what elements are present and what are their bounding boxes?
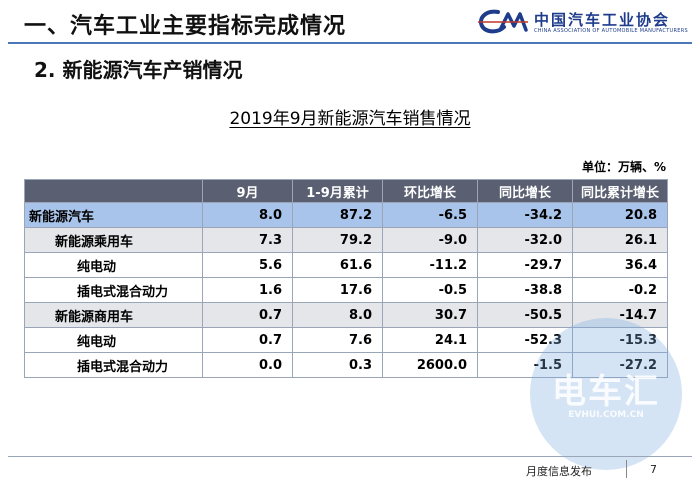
value-cell: 20.8: [572, 202, 668, 228]
table-title: 2019年9月新能源汽车销售情况: [229, 109, 471, 129]
footer-text: 月度信息发布: [526, 465, 592, 478]
footer-divider: [8, 456, 692, 457]
watermark-text: 电车汇: [552, 372, 660, 412]
value-cell: -0.5: [382, 277, 478, 303]
value-cell: 7.3: [202, 227, 293, 253]
watermark-badge: 电车汇 EVHUI.COM.CN: [530, 318, 682, 470]
value-cell: 7.6: [292, 327, 383, 353]
table-row: 插电式混合动力 1.6 17.6 -0.5 -38.8 -0.2: [24, 277, 668, 303]
row-label: 纯电动: [24, 252, 203, 278]
table-row: 纯电动 5.6 61.6 -11.2 -29.7 36.4: [24, 252, 668, 278]
logo-en-text: CHINA ASSOCIATION OF AUTOMOBILE MANUFACT…: [534, 28, 688, 34]
value-cell: -6.5: [382, 202, 478, 228]
sub-title: 2. 新能源汽车产销情况: [34, 58, 243, 82]
table-row: 插电式混合动力 0.0 0.3 2600.0 -1.5 -27.2: [24, 352, 668, 378]
value-cell: 2600.0: [382, 352, 478, 378]
value-cell: 79.2: [292, 227, 383, 253]
value-cell: -9.0: [382, 227, 478, 253]
table-header-cell: 1-9月累计: [292, 179, 383, 203]
value-cell: 30.7: [382, 302, 478, 328]
table-row: 新能源乘用车 7.3 79.2 -9.0 -32.0 26.1: [24, 227, 668, 253]
value-cell: 61.6: [292, 252, 383, 278]
table-row: 新能源商用车 0.7 8.0 30.7 -50.5 -14.7: [24, 302, 668, 328]
value-cell: 17.6: [292, 277, 383, 303]
value-cell: 0.3: [292, 352, 383, 378]
table-title-wrap: 2019年9月新能源汽车销售情况: [0, 104, 700, 129]
value-cell: 24.1: [382, 327, 478, 353]
table-row: 新能源汽车 8.0 87.2 -6.5 -34.2 20.8: [24, 202, 668, 228]
section-title: 一、汽车工业主要指标完成情况: [24, 14, 347, 39]
value-cell: -34.2: [477, 202, 573, 228]
row-label: 插电式混合动力: [24, 277, 203, 303]
watermark-sub: EVHUI.COM.CN: [568, 410, 644, 420]
row-label: 新能源乘用车: [24, 227, 203, 253]
page-number: 7: [650, 463, 657, 476]
row-label: 新能源汽车: [24, 202, 203, 228]
row-label: 插电式混合动力: [24, 352, 203, 378]
value-cell: 87.2: [292, 202, 383, 228]
logo-cn-text: 中国汽车工业协会: [534, 11, 671, 29]
footer-separator: [626, 460, 627, 478]
header-divider: [8, 42, 692, 44]
table-header-row: 9月 1-9月累计 环比增长 同比增长 同比累计增长: [24, 179, 668, 203]
value-cell: -50.5: [477, 302, 573, 328]
value-cell: -11.2: [382, 252, 478, 278]
value-cell: 26.1: [572, 227, 668, 253]
value-cell: 5.6: [202, 252, 293, 278]
value-cell: 0.0: [202, 352, 293, 378]
value-cell: -29.7: [477, 252, 573, 278]
slide-header: 一、汽车工业主要指标完成情况 中国汽车工业协会 CHINA ASSOCIATIO…: [0, 0, 700, 44]
value-cell: 8.0: [202, 202, 293, 228]
value-cell: -14.7: [572, 302, 668, 328]
value-cell: -32.0: [477, 227, 573, 253]
value-cell: 0.7: [202, 327, 293, 353]
caam-logo-icon: [478, 9, 528, 34]
table-header-cell: 9月: [202, 179, 293, 203]
value-cell: -27.2: [572, 352, 668, 378]
value-cell: -52.3: [477, 327, 573, 353]
value-cell: 1.6: [202, 277, 293, 303]
caam-logo: 中国汽车工业协会 CHINA ASSOCIATION OF AUTOMOBILE…: [476, 8, 688, 38]
value-cell: 0.7: [202, 302, 293, 328]
value-cell: -38.8: [477, 277, 573, 303]
table-header-cell: 同比累计增长: [572, 179, 668, 203]
value-cell: -15.3: [572, 327, 668, 353]
row-label: 新能源商用车: [24, 302, 203, 328]
table-header-cell: 同比增长: [477, 179, 573, 203]
unit-label: 单位：万辆、%: [581, 160, 666, 174]
table-header-cell: [24, 179, 203, 203]
value-cell: -1.5: [477, 352, 573, 378]
table-header-cell: 环比增长: [382, 179, 478, 203]
value-cell: 8.0: [292, 302, 383, 328]
row-label: 纯电动: [24, 327, 203, 353]
value-cell: -0.2: [572, 277, 668, 303]
sales-table: 9月 1-9月累计 环比增长 同比增长 同比累计增长 新能源汽车 8.0 87.2-…: [24, 179, 668, 378]
value-cell: 36.4: [572, 252, 668, 278]
